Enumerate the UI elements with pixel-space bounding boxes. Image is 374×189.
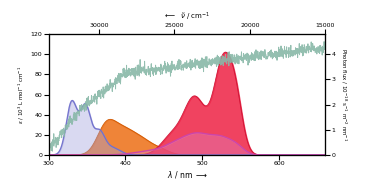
X-axis label: $\longleftarrow$  $\tilde{\nu}$ / cm$^{-1}$: $\longleftarrow$ $\tilde{\nu}$ / cm$^{-1…: [163, 11, 211, 23]
X-axis label: $\lambda$ / nm $\longrightarrow$: $\lambda$ / nm $\longrightarrow$: [166, 169, 208, 180]
Y-axis label: Photon flux / 10$^{-18}$ s$^{-1}$ m$^{-2}$ nm$^{-1}$: Photon flux / 10$^{-18}$ s$^{-1}$ m$^{-2…: [339, 48, 348, 141]
Y-axis label: $\varepsilon$ / 10$^3$ L mol$^{-1}$ cm$^{-1}$: $\varepsilon$ / 10$^3$ L mol$^{-1}$ cm$^…: [17, 65, 27, 124]
